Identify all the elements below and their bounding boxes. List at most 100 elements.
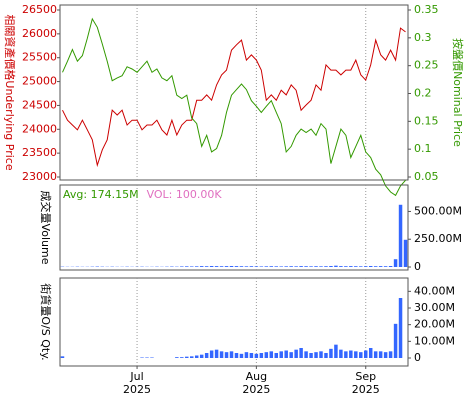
y-axis-title: 成交量Volume — [39, 191, 53, 265]
bar — [294, 350, 297, 358]
y-tick-label: 23500 — [22, 146, 57, 159]
bar — [364, 351, 367, 359]
bar — [255, 266, 258, 267]
bar — [215, 266, 218, 267]
bar — [339, 266, 342, 267]
y-tick-label: 30.00M — [414, 301, 455, 314]
y-tick-label: 24500 — [22, 98, 57, 111]
bar — [215, 350, 218, 358]
bar — [230, 351, 233, 358]
bar — [240, 354, 243, 358]
bar — [180, 266, 183, 267]
y2-tick-label: 0.25 — [414, 59, 439, 72]
bar — [210, 351, 213, 359]
bar — [379, 266, 382, 267]
y2-tick-label: 0.05 — [414, 170, 439, 183]
line-series — [63, 28, 406, 165]
y-tick-label: 40.00M — [414, 284, 455, 297]
y2-tick-label: 0.1 — [414, 142, 432, 155]
bar — [384, 266, 387, 267]
y-tick-label: 0 — [414, 260, 421, 273]
bar — [200, 266, 203, 267]
bar — [145, 358, 148, 359]
bar — [304, 266, 307, 267]
bar — [255, 354, 258, 358]
bar — [364, 266, 367, 267]
bar — [329, 349, 332, 358]
bar — [250, 266, 253, 267]
bar — [344, 266, 347, 267]
x-tick-label-part: Sep — [355, 370, 376, 383]
x-tick-label-part: Aug — [246, 370, 267, 383]
bar — [235, 266, 238, 267]
bar — [374, 351, 377, 358]
bar — [299, 266, 302, 267]
legend-text: Avg: 174.15M — [63, 188, 139, 201]
bar — [175, 357, 178, 358]
bar — [354, 266, 357, 267]
bar — [200, 355, 203, 358]
bar — [389, 351, 392, 358]
bar — [185, 266, 188, 267]
bar — [349, 351, 352, 359]
bar — [225, 266, 228, 267]
bar — [334, 266, 337, 267]
bar — [299, 348, 302, 358]
bar — [399, 298, 402, 358]
bar — [150, 358, 153, 359]
bar — [61, 356, 64, 358]
bar — [309, 266, 312, 267]
bar — [359, 266, 362, 267]
bar — [294, 266, 297, 267]
bar — [369, 266, 372, 267]
bar — [190, 356, 193, 358]
bar — [289, 266, 292, 267]
bar — [220, 266, 223, 267]
bar — [140, 358, 143, 359]
y-tick-label: 24000 — [22, 122, 57, 135]
bar — [190, 266, 193, 267]
y2-tick-label: 0.35 — [414, 3, 439, 16]
bar — [279, 266, 282, 267]
bar — [185, 357, 188, 358]
bar — [349, 266, 352, 267]
bar — [270, 351, 273, 358]
line-series — [63, 19, 406, 196]
y2-tick-label: 0.3 — [414, 31, 432, 44]
y-tick-label: 250.00M — [414, 232, 462, 245]
y-tick-label: 10.00M — [414, 334, 455, 347]
bar — [250, 353, 253, 358]
bar — [205, 266, 208, 267]
bar — [245, 352, 248, 358]
bar — [304, 351, 307, 358]
bar — [195, 266, 198, 267]
bar — [240, 266, 243, 267]
y2-axis-title: 按盤價Nominal Price — [451, 38, 465, 147]
bar — [374, 266, 377, 267]
bar — [230, 266, 233, 267]
bar — [279, 351, 282, 358]
bar — [260, 353, 263, 358]
x-tick-label-part: 2025 — [123, 383, 151, 396]
bar — [334, 345, 337, 358]
y-tick-label: 25500 — [22, 51, 57, 64]
y-tick-label: 0 — [414, 351, 421, 364]
bar — [265, 352, 268, 358]
bar — [389, 266, 392, 267]
bar — [235, 353, 238, 358]
y-tick-label: 20.00M — [414, 318, 455, 331]
x-tick-label-part: 2025 — [242, 383, 270, 396]
bar — [260, 266, 263, 267]
bar — [324, 353, 327, 358]
bar — [354, 351, 357, 358]
bar — [379, 351, 382, 358]
bar — [220, 351, 223, 358]
y-axis-title: 相關資產價格Underlying Price — [3, 14, 17, 170]
bar — [399, 205, 402, 267]
bar — [314, 266, 317, 267]
y-tick-label: 25000 — [22, 75, 57, 88]
bar — [369, 348, 372, 358]
